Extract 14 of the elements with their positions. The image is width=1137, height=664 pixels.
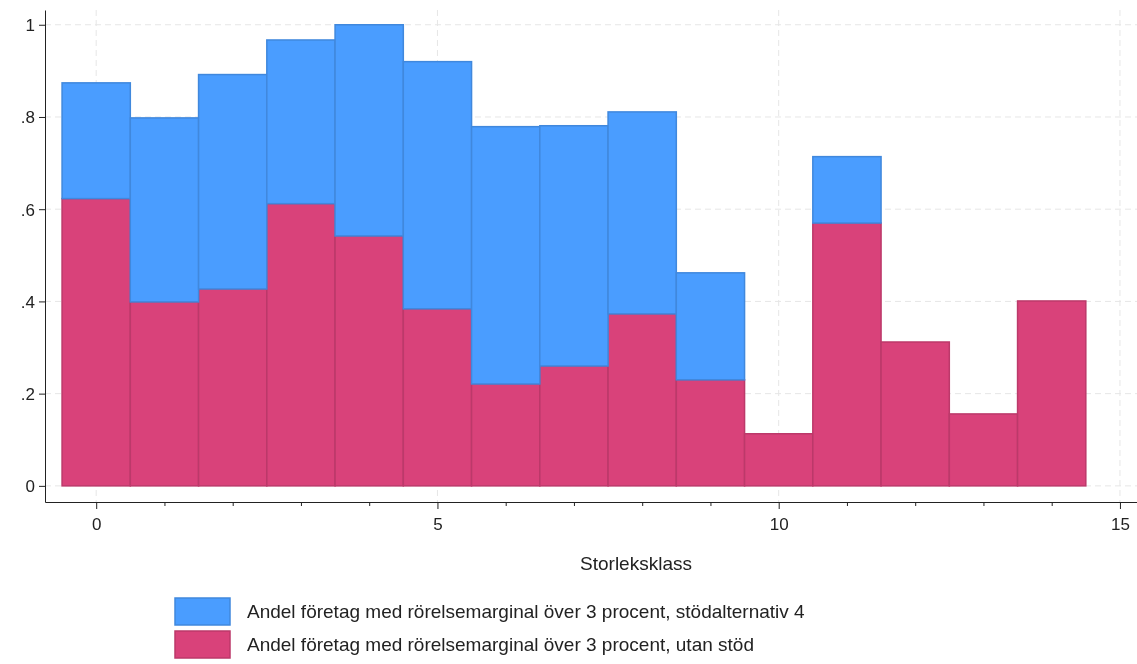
bar <box>812 155 882 224</box>
y-tick-label: .6 <box>20 200 35 220</box>
x-tick-label: 15 <box>1110 514 1130 534</box>
y-tick-label: 1 <box>25 16 35 36</box>
y-tick-label: .4 <box>20 292 35 312</box>
x-tick-label: 0 <box>91 514 102 534</box>
y-tick-label: .2 <box>20 385 35 405</box>
x-axis-title: Storleksklass <box>580 553 692 574</box>
y-tick-label: 0 <box>25 477 35 497</box>
x-tick-label: 5 <box>433 514 443 534</box>
legend-label: Andel företag med rörelsemarginal över 3 procent, stödalternativ 4 <box>247 601 806 622</box>
legend-label: Andel företag med rörelsemarginal över 3 procent, utan stöd <box>247 634 754 655</box>
x-tick-label: 10 <box>769 514 789 534</box>
y-tick-label: .8 <box>20 108 35 128</box>
